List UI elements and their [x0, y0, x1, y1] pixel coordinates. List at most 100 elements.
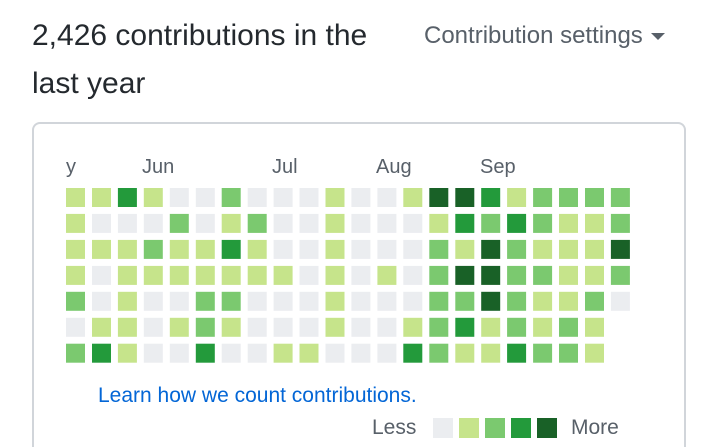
- contribution-day-cell[interactable]: [481, 188, 501, 207]
- contribution-day-cell[interactable]: [143, 213, 163, 233]
- contribution-day-cell[interactable]: [66, 317, 85, 337]
- contribution-day-cell[interactable]: [117, 265, 137, 285]
- contribution-day-cell[interactable]: [143, 188, 163, 207]
- contribution-day-cell[interactable]: [143, 291, 163, 311]
- contribution-day-cell[interactable]: [325, 265, 345, 285]
- contribution-day-cell[interactable]: [377, 265, 397, 285]
- contribution-day-cell[interactable]: [481, 291, 501, 311]
- contribution-day-cell[interactable]: [92, 213, 111, 233]
- contribution-day-cell[interactable]: [559, 213, 578, 233]
- contribution-day-cell[interactable]: [455, 265, 475, 285]
- contribution-day-cell[interactable]: [610, 239, 630, 259]
- contribution-day-cell[interactable]: [429, 239, 449, 259]
- contribution-day-cell[interactable]: [247, 188, 267, 207]
- contribution-day-cell[interactable]: [66, 291, 85, 311]
- contribution-day-cell[interactable]: [92, 343, 111, 363]
- contribution-day-cell[interactable]: [533, 317, 553, 337]
- contribution-day-cell[interactable]: [585, 317, 604, 337]
- contribution-day-cell[interactable]: [403, 265, 423, 285]
- contribution-day-cell[interactable]: [507, 239, 527, 259]
- contribution-day-cell[interactable]: [610, 265, 630, 285]
- contribution-day-cell[interactable]: [377, 343, 397, 363]
- contribution-day-cell[interactable]: [299, 343, 319, 363]
- contribution-day-cell[interactable]: [351, 239, 371, 259]
- contribution-day-cell[interactable]: [507, 317, 527, 337]
- contribution-day-cell[interactable]: [195, 239, 215, 259]
- contribution-day-cell[interactable]: [195, 317, 215, 337]
- contribution-day-cell[interactable]: [273, 265, 293, 285]
- contribution-day-cell[interactable]: [221, 317, 241, 337]
- contribution-day-cell[interactable]: [66, 213, 85, 233]
- contribution-day-cell[interactable]: [507, 188, 527, 207]
- contribution-day-cell[interactable]: [533, 188, 553, 207]
- contribution-day-cell[interactable]: [533, 265, 553, 285]
- contribution-day-cell[interactable]: [533, 213, 553, 233]
- contribution-day-cell[interactable]: [221, 343, 241, 363]
- contribution-day-cell[interactable]: [299, 188, 319, 207]
- contribution-day-cell[interactable]: [92, 265, 111, 285]
- contribution-day-cell[interactable]: [403, 291, 423, 311]
- contribution-day-cell[interactable]: [325, 317, 345, 337]
- contribution-day-cell[interactable]: [429, 213, 449, 233]
- contribution-day-cell[interactable]: [195, 265, 215, 285]
- contribution-day-cell[interactable]: [481, 239, 501, 259]
- contribution-day-cell[interactable]: [66, 343, 85, 363]
- contribution-day-cell[interactable]: [117, 291, 137, 311]
- contribution-day-cell[interactable]: [169, 317, 189, 337]
- contribution-day-cell[interactable]: [66, 239, 85, 259]
- contribution-day-cell[interactable]: [585, 343, 604, 363]
- contribution-day-cell[interactable]: [533, 239, 553, 259]
- contribution-day-cell[interactable]: [325, 239, 345, 259]
- contribution-day-cell[interactable]: [429, 317, 449, 337]
- contribution-day-cell[interactable]: [585, 239, 604, 259]
- contribution-day-cell[interactable]: [143, 239, 163, 259]
- contribution-day-cell[interactable]: [559, 265, 578, 285]
- contribution-day-cell[interactable]: [299, 265, 319, 285]
- contribution-day-cell[interactable]: [195, 291, 215, 311]
- contribution-day-cell[interactable]: [585, 265, 604, 285]
- contribution-day-cell[interactable]: [481, 317, 501, 337]
- contribution-day-cell[interactable]: [481, 213, 501, 233]
- contribution-day-cell[interactable]: [143, 343, 163, 363]
- contribution-day-cell[interactable]: [377, 188, 397, 207]
- contribution-day-cell[interactable]: [403, 213, 423, 233]
- contribution-day-cell[interactable]: [507, 291, 527, 311]
- contribution-day-cell[interactable]: [610, 213, 630, 233]
- contribution-day-cell[interactable]: [169, 343, 189, 363]
- contribution-day-cell[interactable]: [429, 291, 449, 311]
- contribution-day-cell[interactable]: [273, 317, 293, 337]
- contribution-day-cell[interactable]: [585, 291, 604, 311]
- contribution-day-cell[interactable]: [403, 188, 423, 207]
- contribution-day-cell[interactable]: [559, 291, 578, 311]
- contribution-day-cell[interactable]: [351, 291, 371, 311]
- contribution-day-cell[interactable]: [221, 265, 241, 285]
- contribution-day-cell[interactable]: [351, 343, 371, 363]
- contribution-day-cell[interactable]: [507, 343, 527, 363]
- contribution-day-cell[interactable]: [247, 213, 267, 233]
- contribution-day-cell[interactable]: [66, 265, 85, 285]
- contribution-day-cell[interactable]: [247, 317, 267, 337]
- contribution-day-cell[interactable]: [403, 239, 423, 259]
- contribution-day-cell[interactable]: [533, 291, 553, 311]
- contribution-day-cell[interactable]: [403, 317, 423, 337]
- contribution-day-cell[interactable]: [325, 188, 345, 207]
- contribution-day-cell[interactable]: [351, 188, 371, 207]
- contribution-day-cell[interactable]: [273, 213, 293, 233]
- learn-how-we-count-link[interactable]: Learn how we count contributions.: [98, 384, 417, 407]
- contribution-day-cell[interactable]: [247, 265, 267, 285]
- contribution-day-cell[interactable]: [273, 343, 293, 363]
- contribution-day-cell[interactable]: [585, 188, 604, 207]
- contribution-day-cell[interactable]: [117, 317, 137, 337]
- contribution-day-cell[interactable]: [481, 265, 501, 285]
- contribution-day-cell[interactable]: [247, 239, 267, 259]
- contribution-day-cell[interactable]: [351, 317, 371, 337]
- contribution-day-cell[interactable]: [559, 317, 578, 337]
- contribution-day-cell[interactable]: [221, 213, 241, 233]
- contribution-day-cell[interactable]: [585, 213, 604, 233]
- contribution-day-cell[interactable]: [117, 239, 137, 259]
- contribution-day-cell[interactable]: [429, 343, 449, 363]
- contribution-day-cell[interactable]: [429, 188, 449, 207]
- contribution-day-cell[interactable]: [195, 213, 215, 233]
- contribution-day-cell[interactable]: [377, 291, 397, 311]
- contribution-day-cell[interactable]: [533, 343, 553, 363]
